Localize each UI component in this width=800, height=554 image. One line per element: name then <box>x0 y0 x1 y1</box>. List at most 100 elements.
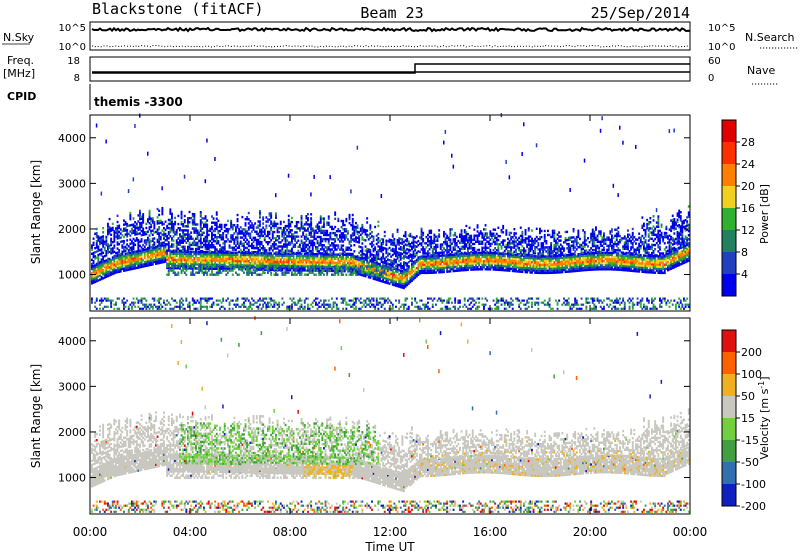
data-cell <box>187 267 189 270</box>
data-cell <box>406 307 409 310</box>
data-cell <box>377 262 380 265</box>
data-cell <box>131 301 133 304</box>
data-cell <box>455 252 458 255</box>
data-cell <box>345 303 348 306</box>
data-cell <box>201 221 204 224</box>
data-cell <box>174 220 177 224</box>
data-cell <box>468 252 471 255</box>
data-cell <box>382 254 385 258</box>
data-cell <box>358 245 361 248</box>
data-cell <box>121 257 124 260</box>
data-cell <box>350 263 353 267</box>
data-cell <box>302 227 305 230</box>
data-cell <box>436 267 439 270</box>
data-cell <box>377 307 380 310</box>
data-cell <box>422 231 425 235</box>
data-cell <box>307 297 309 300</box>
data-cell <box>319 229 322 232</box>
data-cell <box>283 256 285 259</box>
data-cell <box>177 252 180 255</box>
data-cell <box>94 301 97 304</box>
data-cell <box>438 251 441 255</box>
data-cell <box>236 219 239 223</box>
data-cell <box>452 248 455 251</box>
data-cell <box>300 214 303 218</box>
data-cell <box>359 267 362 270</box>
data-cell <box>273 273 276 276</box>
data-cell <box>343 261 346 265</box>
data-cell <box>183 267 186 270</box>
data-cell <box>419 242 421 245</box>
data-cell <box>220 236 223 239</box>
data-cell <box>371 262 373 265</box>
data-cell <box>124 229 127 232</box>
data-cell <box>302 267 305 270</box>
data-cell <box>283 258 285 261</box>
data-cell <box>363 303 365 306</box>
data-cell <box>150 246 153 249</box>
data-cell <box>214 233 217 237</box>
data-cell <box>107 233 109 236</box>
data-cell <box>228 244 231 247</box>
data-cell <box>113 240 116 243</box>
data-cell <box>404 279 407 282</box>
data-cell <box>470 262 473 265</box>
data-cell <box>102 241 105 244</box>
data-cell <box>286 262 289 266</box>
data-cell <box>303 249 306 253</box>
data-cell <box>161 186 163 191</box>
data-cell <box>404 273 407 276</box>
data-cell <box>111 251 114 254</box>
data-cell <box>367 299 370 302</box>
data-cell <box>332 259 335 262</box>
data-cell <box>193 221 196 224</box>
data-cell <box>171 256 173 259</box>
data-cell <box>310 271 313 274</box>
data-cell <box>335 305 338 308</box>
data-cell <box>105 250 108 253</box>
data-cell <box>425 303 428 306</box>
data-cell <box>103 248 106 252</box>
data-cell <box>374 265 377 268</box>
data-cell <box>332 257 335 260</box>
data-cell <box>323 244 325 247</box>
data-cell <box>204 221 207 224</box>
data-cell <box>198 231 201 234</box>
data-cell <box>358 239 361 242</box>
data-cell <box>415 275 418 278</box>
data-cell <box>446 299 449 302</box>
data-cell <box>308 231 311 234</box>
data-cell <box>169 231 172 234</box>
data-cell <box>361 265 364 268</box>
data-cell <box>289 256 292 260</box>
data-cell <box>259 299 261 302</box>
data-cell <box>257 240 260 244</box>
data-cell <box>267 303 269 306</box>
data-cell <box>340 265 343 268</box>
data-cell <box>276 230 279 234</box>
data-cell <box>382 303 385 306</box>
data-cell <box>415 245 418 248</box>
data-cell <box>252 224 255 227</box>
data-cell <box>374 273 377 276</box>
data-cell <box>303 227 306 230</box>
data-cell <box>166 254 169 257</box>
data-cell <box>407 234 410 237</box>
data-cell <box>177 214 180 218</box>
data-cell <box>300 219 303 222</box>
data-cell <box>411 303 413 306</box>
data-cell <box>475 301 477 304</box>
data-cell <box>132 253 135 256</box>
data-cell <box>395 280 397 283</box>
data-cell <box>303 265 306 268</box>
data-cell <box>399 264 402 267</box>
data-cell <box>222 259 225 262</box>
data-cell <box>393 237 396 241</box>
data-cell <box>327 257 330 260</box>
data-cell <box>188 210 191 214</box>
data-cell <box>367 248 370 251</box>
data-cell <box>209 239 212 243</box>
data-cell <box>377 220 380 223</box>
data-cell <box>297 245 300 248</box>
data-cell <box>150 253 153 256</box>
